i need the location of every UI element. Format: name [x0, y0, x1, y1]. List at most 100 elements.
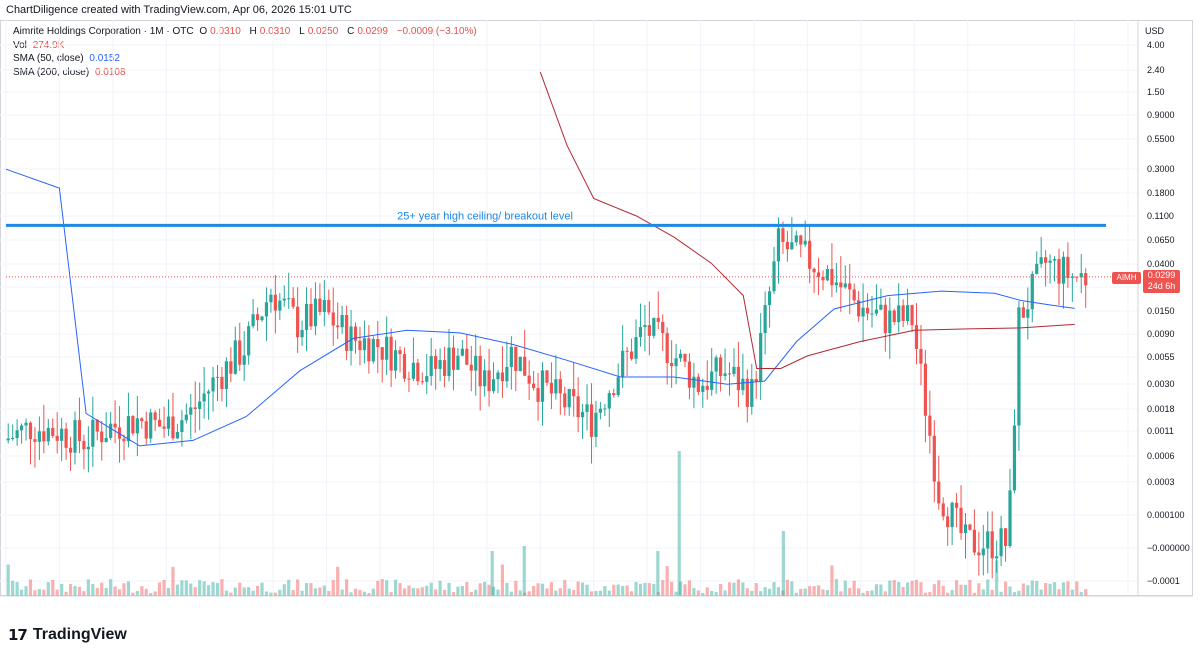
candle-body — [514, 346, 518, 371]
legend-sma200-row[interactable]: SMA (200, close) 0.0108 — [13, 66, 480, 80]
volume-bar — [732, 582, 736, 596]
volume-bar — [131, 592, 135, 596]
volume-bar — [954, 580, 959, 596]
volume-bar — [33, 590, 37, 596]
candle-body — [705, 385, 709, 390]
last-price-value: 0.0299 — [1147, 270, 1176, 280]
candle-body — [785, 241, 789, 250]
volume-bar — [990, 589, 994, 596]
currency-label[interactable]: USD — [1145, 26, 1165, 36]
candle-body — [808, 240, 812, 269]
candle-body — [567, 388, 571, 408]
volume-bar — [206, 585, 211, 596]
candle-body — [11, 438, 15, 440]
candle-body — [260, 316, 264, 321]
volume-bar — [113, 586, 117, 596]
volume-bar — [834, 579, 838, 596]
candle-body — [790, 242, 794, 250]
candle-body — [376, 339, 380, 348]
volume-bar — [986, 579, 990, 596]
volume-bar — [158, 582, 162, 596]
candle-body — [206, 391, 211, 394]
volume-bar — [24, 586, 28, 596]
volume-bar — [6, 564, 10, 596]
candle-body — [580, 411, 585, 418]
candle-body — [1008, 490, 1012, 547]
volume-bar — [1079, 592, 1083, 596]
candle-body — [1035, 263, 1039, 274]
candle-body — [189, 407, 193, 415]
candle-body — [425, 376, 429, 382]
candle-body — [638, 327, 643, 338]
candle-body — [211, 377, 215, 392]
volume-bar — [95, 587, 99, 596]
y-tick-label: 0.0055 — [1147, 352, 1175, 362]
candle-body — [82, 441, 86, 450]
candle-body — [104, 437, 108, 443]
volume-bar — [701, 592, 705, 596]
candle-body — [327, 299, 331, 313]
volume-bar — [839, 591, 843, 596]
volume-bar — [536, 583, 540, 596]
price-axis[interactable]: 4.00 2.40 1.50 0.9000 0.5500 0.3000 0.1800 0.11… — [1137, 20, 1190, 596]
volume-bar — [1070, 589, 1074, 596]
volume-bar — [638, 583, 643, 596]
candle-body — [202, 393, 206, 402]
candle-body — [68, 447, 73, 453]
candle-body — [937, 481, 941, 504]
candle-body — [563, 393, 567, 408]
volume-bar — [1030, 580, 1034, 596]
candle-body — [874, 309, 879, 314]
volume-bar — [469, 591, 473, 596]
volume-bar — [287, 579, 291, 596]
volume-bar — [857, 588, 861, 596]
candle-body — [264, 302, 269, 317]
ceiling-annotation: 25+ year high ceiling/ breakout level — [397, 210, 573, 222]
volume-bar — [518, 590, 522, 596]
volume-bar — [692, 588, 696, 596]
volume-bar — [322, 585, 326, 596]
volume-bar — [202, 581, 206, 596]
volume-bar — [371, 588, 375, 596]
volume-bar — [162, 579, 166, 596]
price-chart[interactable]: 25+ year high ceiling/ breakout level 4.… — [0, 0, 1200, 600]
candle-body — [692, 376, 696, 388]
candle-body — [1075, 276, 1079, 278]
time-axis[interactable]: 0620072008200920102011201220132014201520… — [0, 595, 1193, 600]
candle-body — [647, 325, 651, 336]
volume-bar — [710, 590, 714, 596]
candle-body — [910, 305, 914, 326]
volume-bar — [652, 584, 656, 596]
volume-bar — [300, 590, 304, 596]
y-tick-label: 2.40 — [1147, 65, 1165, 75]
candle-body — [621, 350, 625, 378]
candle-body — [318, 298, 322, 312]
volume-bar — [532, 586, 536, 596]
volume-bar — [411, 588, 415, 596]
candle-body — [496, 372, 500, 380]
candle-body — [612, 393, 616, 396]
legend-sma50-row[interactable]: SMA (50, close) 0.0152 — [13, 52, 480, 66]
volume-bar — [776, 587, 781, 596]
candle-body — [1061, 256, 1066, 284]
volume-bar — [313, 588, 318, 596]
volume-bars — [6, 451, 1088, 596]
tradingview-logo[interactable]: 𝟭𝟳 TradingView — [8, 626, 127, 644]
volume-bar — [327, 591, 331, 596]
volume-bar — [420, 587, 424, 596]
volume-bar — [1052, 582, 1057, 596]
candle-body — [233, 340, 237, 374]
volume-bar — [825, 590, 830, 596]
volume-bar — [545, 588, 549, 596]
candle-body — [420, 381, 424, 383]
volume-bar — [336, 566, 340, 596]
volume-bar — [393, 579, 398, 596]
candle-body — [166, 416, 171, 429]
candle-body — [1026, 309, 1030, 318]
volume-bar — [429, 582, 433, 596]
legend-ohlc-row[interactable]: Aimrite Holdings Corporation · 1M · OTC … — [13, 25, 480, 39]
volume-spike — [522, 546, 526, 596]
volume-bar — [483, 581, 487, 596]
volume-bar — [144, 588, 148, 596]
grid — [0, 20, 1138, 596]
